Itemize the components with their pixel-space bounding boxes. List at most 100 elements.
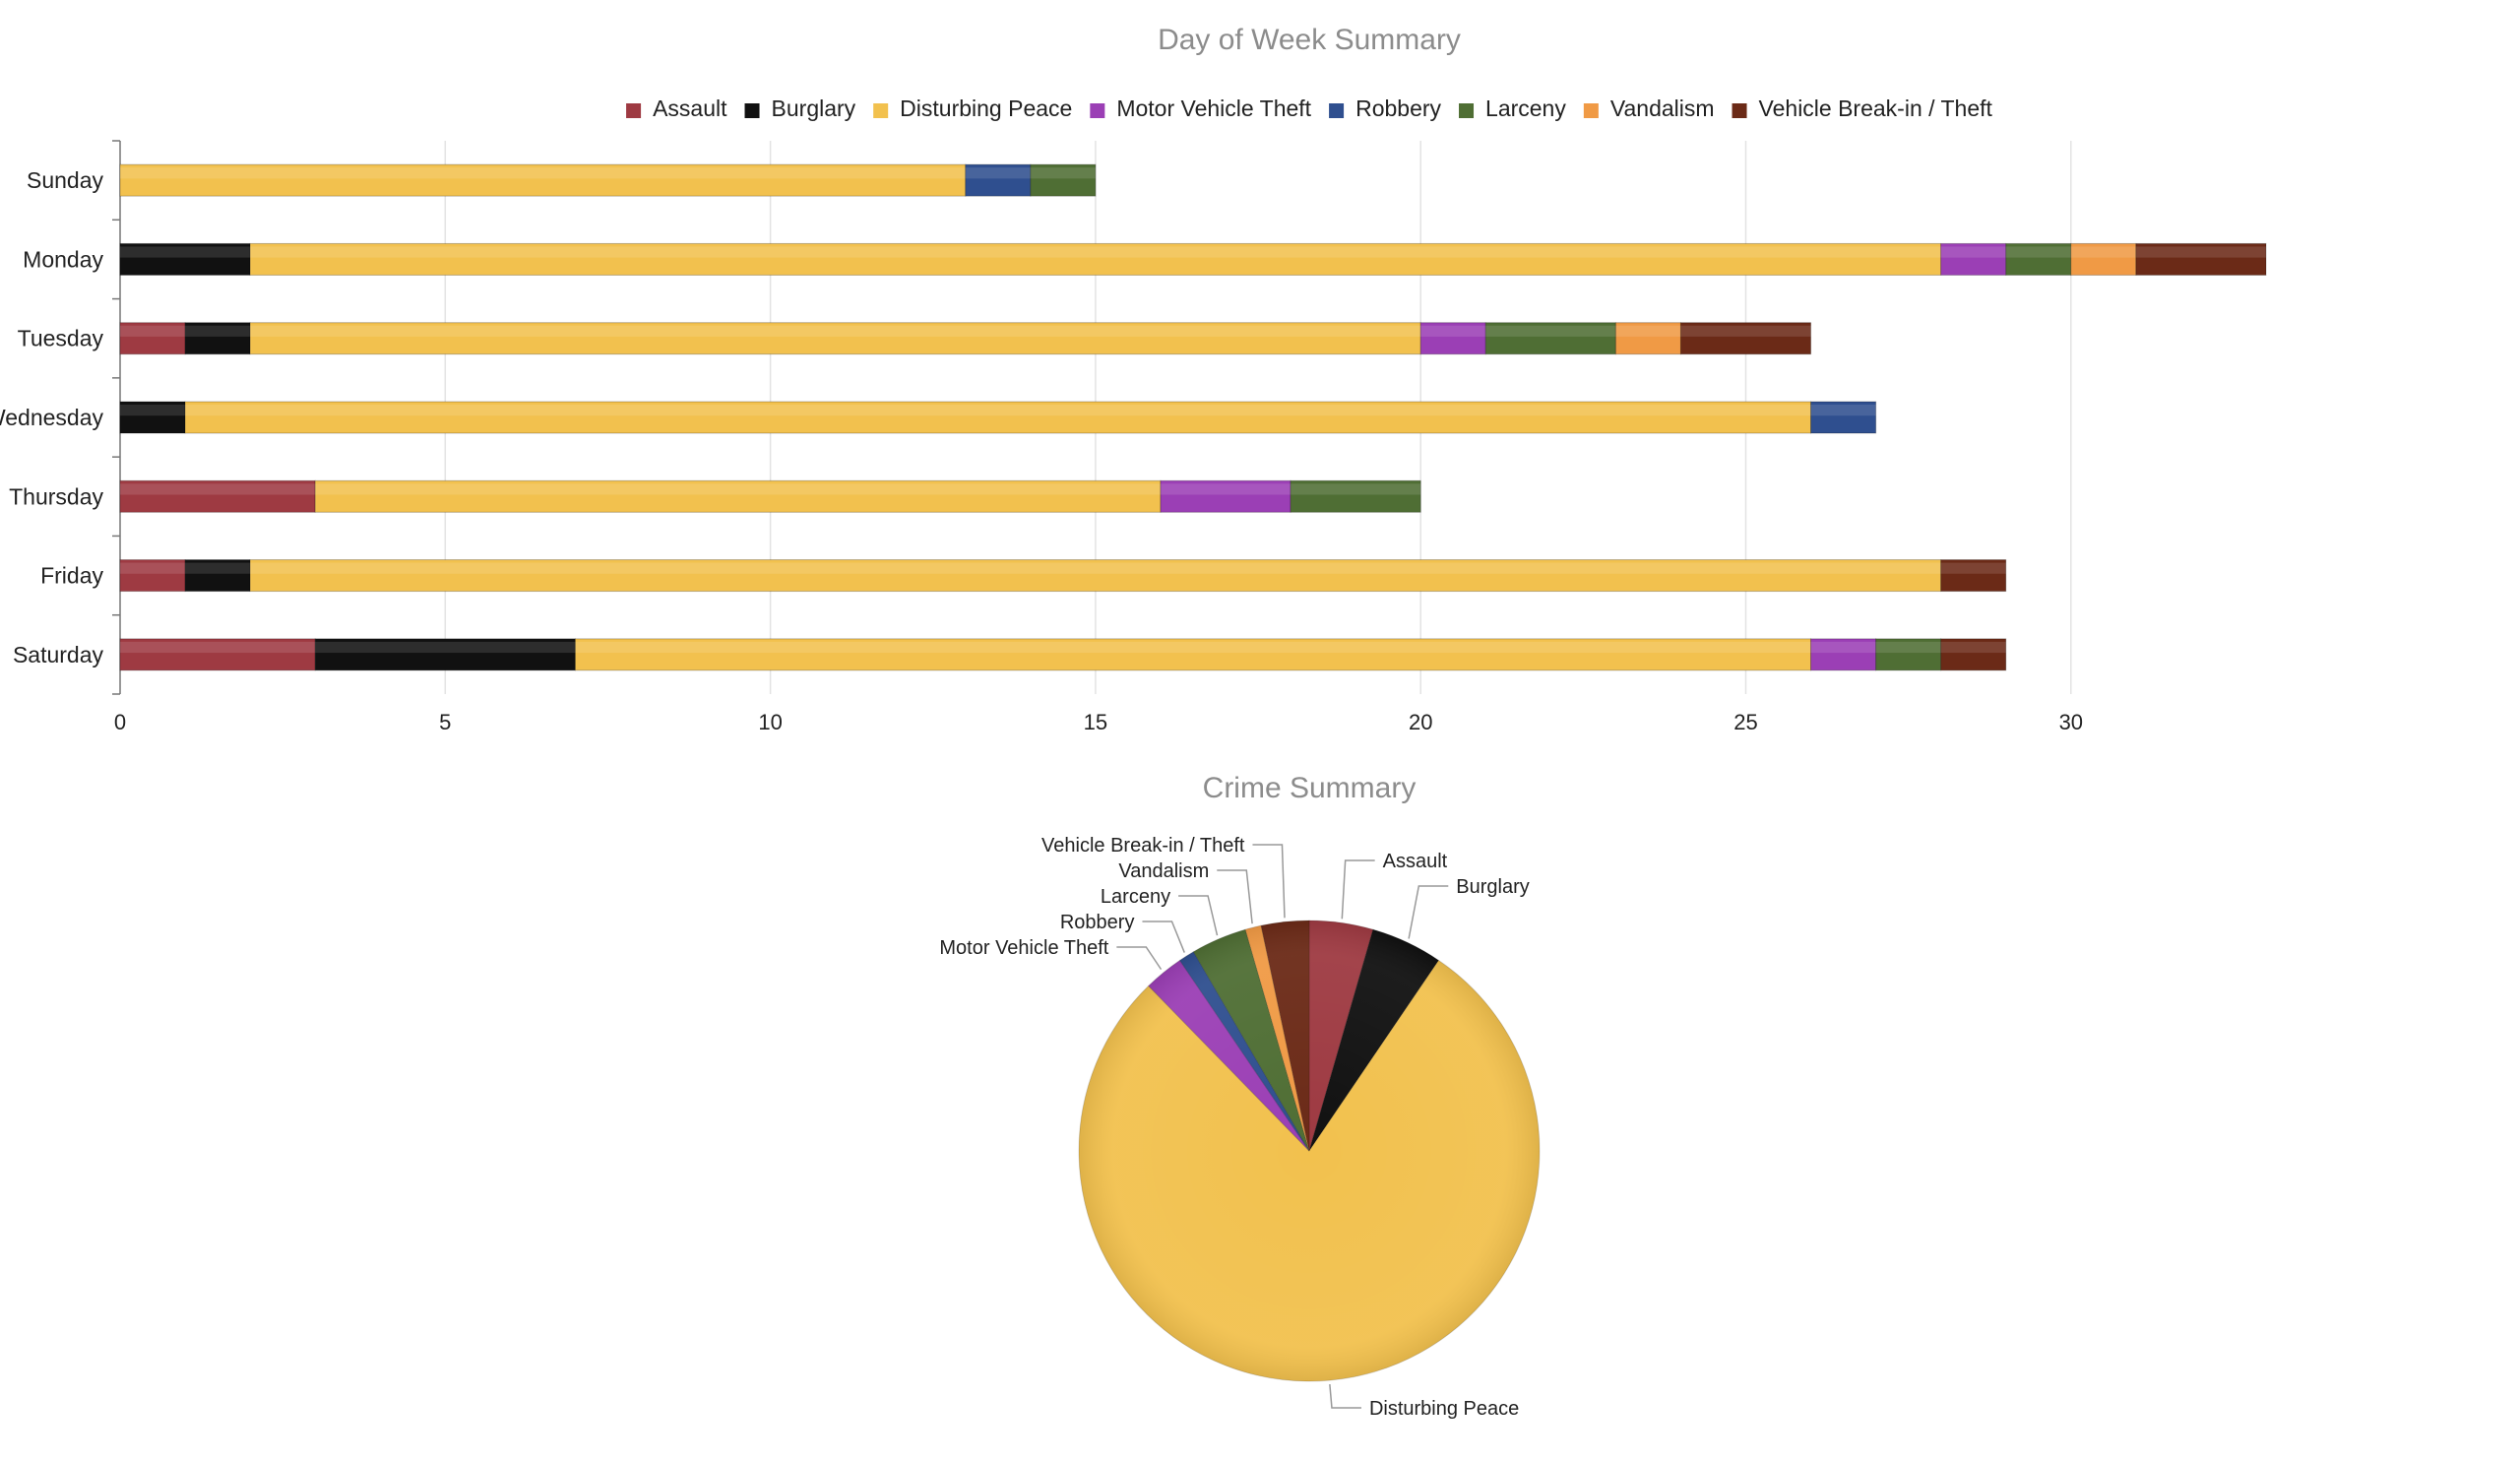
legend-item-robbery[interactable]: Robbery — [1329, 95, 1442, 121]
pie-leader-line — [1408, 885, 1449, 939]
bar-segment-wednesday-robbery — [1810, 401, 1877, 434]
bar-segment-highlight — [2005, 246, 2071, 258]
bar-segment-highlight — [120, 167, 966, 179]
pie-chart-title: Crime Summary — [1203, 772, 1417, 804]
legend-swatch — [1090, 103, 1105, 118]
bar-segment-highlight — [120, 246, 251, 258]
pie-chart-slices — [1078, 920, 1541, 1382]
legend-item-vehicle-break-in-theft[interactable]: Vehicle Break-in / Theft — [1732, 95, 1993, 121]
category-label-wednesday: Wednesday — [0, 405, 103, 430]
legend-swatch — [873, 103, 889, 118]
legend-swatch — [626, 103, 642, 118]
bar-segment-thursday-motor-vehicle-theft — [1160, 479, 1292, 513]
x-tick-label: 0 — [114, 710, 126, 734]
pie-label-disturbing-peace: Disturbing Peace — [1369, 1398, 1519, 1420]
bar-segment-thursday-disturbing-peace — [314, 479, 1162, 513]
bar-segment-tuesday-disturbing-peace — [249, 322, 1421, 355]
bar-segment-highlight — [250, 562, 1941, 574]
legend-swatch — [1583, 103, 1599, 118]
category-label-saturday: Saturday — [13, 642, 104, 667]
bar-chart-legend: Assault Burglary Disturbing Peace Motor Veh… — [626, 95, 1993, 121]
bar-segment-monday-vandalism — [2070, 242, 2137, 276]
bar-segment-wednesday-burglary — [119, 401, 186, 434]
bar-segment-sunday-larceny — [1030, 163, 1097, 197]
legend-label: Vandalism — [1610, 95, 1715, 121]
x-tick-label: 20 — [1409, 710, 1432, 734]
pie-label-vandalism: Vandalism — [1118, 860, 1209, 882]
bar-segment-highlight — [120, 483, 316, 495]
bar-segment-highlight — [575, 641, 1811, 654]
bar-segment-highlight — [1615, 325, 1681, 337]
legend-item-motor-vehicle-theft[interactable]: Motor Vehicle Theft — [1090, 95, 1312, 121]
bar-segment-saturday-motor-vehicle-theft — [1810, 638, 1877, 671]
bar-segment-friday-disturbing-peace — [249, 559, 1942, 593]
x-tick-label: 25 — [1733, 710, 1757, 734]
bar-segment-highlight — [1810, 641, 1876, 654]
pie-leader-line — [1329, 1384, 1361, 1409]
bar-segment-tuesday-burglary — [184, 322, 251, 355]
bar-segment-highlight — [185, 562, 251, 574]
pie-label-motor-vehicle-theft: Motor Vehicle Theft — [939, 937, 1108, 959]
bar-segment-sunday-disturbing-peace — [119, 163, 967, 197]
legend-label: Vehicle Break-in / Theft — [1759, 95, 1993, 121]
day-of-week-bar-chart: Day of Week Summary Assault Burglary Distu… — [0, 24, 2267, 734]
bar-segment-thursday-assault — [119, 479, 316, 513]
bar-segment-monday-vehicle-break-in-theft — [2135, 242, 2267, 276]
pie-label-robbery: Robbery — [1060, 912, 1135, 933]
pie-label-larceny: Larceny — [1101, 886, 1170, 908]
bar-segment-tuesday-larceny — [1484, 322, 1616, 355]
pie-leader-line — [1217, 869, 1253, 924]
bar-segment-wednesday-disturbing-peace — [184, 401, 1812, 434]
bar-chart-bars — [119, 163, 2267, 671]
pie-leader-line — [1341, 859, 1375, 920]
x-tick-label: 5 — [439, 710, 451, 734]
bar-segment-highlight — [1160, 483, 1292, 495]
pie-shading — [1079, 921, 1540, 1381]
category-label-monday: Monday — [23, 246, 103, 272]
bar-segment-highlight — [315, 641, 576, 654]
bar-segment-highlight — [120, 641, 316, 654]
bar-segment-highlight — [1291, 483, 1421, 495]
bar-segment-highlight — [1030, 167, 1096, 179]
pie-label-vehicle-break-in-theft: Vehicle Break-in / Theft — [1041, 835, 1245, 857]
x-tick-label: 10 — [758, 710, 782, 734]
bar-segment-saturday-larceny — [1875, 638, 1942, 671]
bar-segment-highlight — [120, 405, 186, 416]
bar-segment-tuesday-assault — [119, 322, 186, 355]
legend-label: Motor Vehicle Theft — [1116, 95, 1311, 121]
bar-segment-friday-vehicle-break-in-theft — [1940, 559, 2007, 593]
bar-segment-saturday-vehicle-break-in-theft — [1940, 638, 2007, 671]
legend-item-assault[interactable]: Assault — [626, 95, 727, 121]
legend-label: Disturbing Peace — [900, 95, 1072, 121]
bar-segment-tuesday-motor-vehicle-theft — [1419, 322, 1486, 355]
bar-segment-highlight — [185, 325, 251, 337]
pie-leader-line — [1116, 946, 1163, 971]
bar-segment-highlight — [1940, 246, 2006, 258]
bar-segment-saturday-assault — [119, 638, 316, 671]
bar-segment-highlight — [1875, 641, 1941, 654]
legend-item-burglary[interactable]: Burglary — [744, 95, 856, 121]
category-label-tuesday: Tuesday — [18, 326, 104, 351]
bar-segment-highlight — [1485, 325, 1616, 337]
x-tick-label: 15 — [1084, 710, 1107, 734]
pie-leader-line — [1178, 895, 1219, 936]
bar-segment-friday-burglary — [184, 559, 251, 593]
bar-segment-highlight — [1940, 641, 2006, 654]
pie-label-assault: Assault — [1383, 851, 1448, 872]
category-label-thursday: Thursday — [9, 483, 103, 509]
bar-segment-monday-disturbing-peace — [249, 242, 1942, 276]
bar-segment-highlight — [250, 325, 1421, 337]
legend-item-disturbing-peace[interactable]: Disturbing Peace — [873, 95, 1072, 121]
pie-leader-line — [1142, 921, 1185, 953]
crime-summary-pie-chart: Crime Summary Assault Burglary Disturbing … — [939, 772, 1541, 1420]
bar-segment-highlight — [120, 325, 186, 337]
bar-segment-highlight — [965, 167, 1031, 179]
legend-item-vandalism[interactable]: Vandalism — [1583, 95, 1715, 121]
legend-item-larceny[interactable]: Larceny — [1459, 95, 1566, 121]
x-tick-label: 30 — [2059, 710, 2083, 734]
bar-segment-tuesday-vandalism — [1614, 322, 1681, 355]
bar-segment-monday-motor-vehicle-theft — [1940, 242, 2007, 276]
bar-segment-friday-assault — [119, 559, 186, 593]
bar-segment-thursday-larceny — [1290, 479, 1421, 513]
